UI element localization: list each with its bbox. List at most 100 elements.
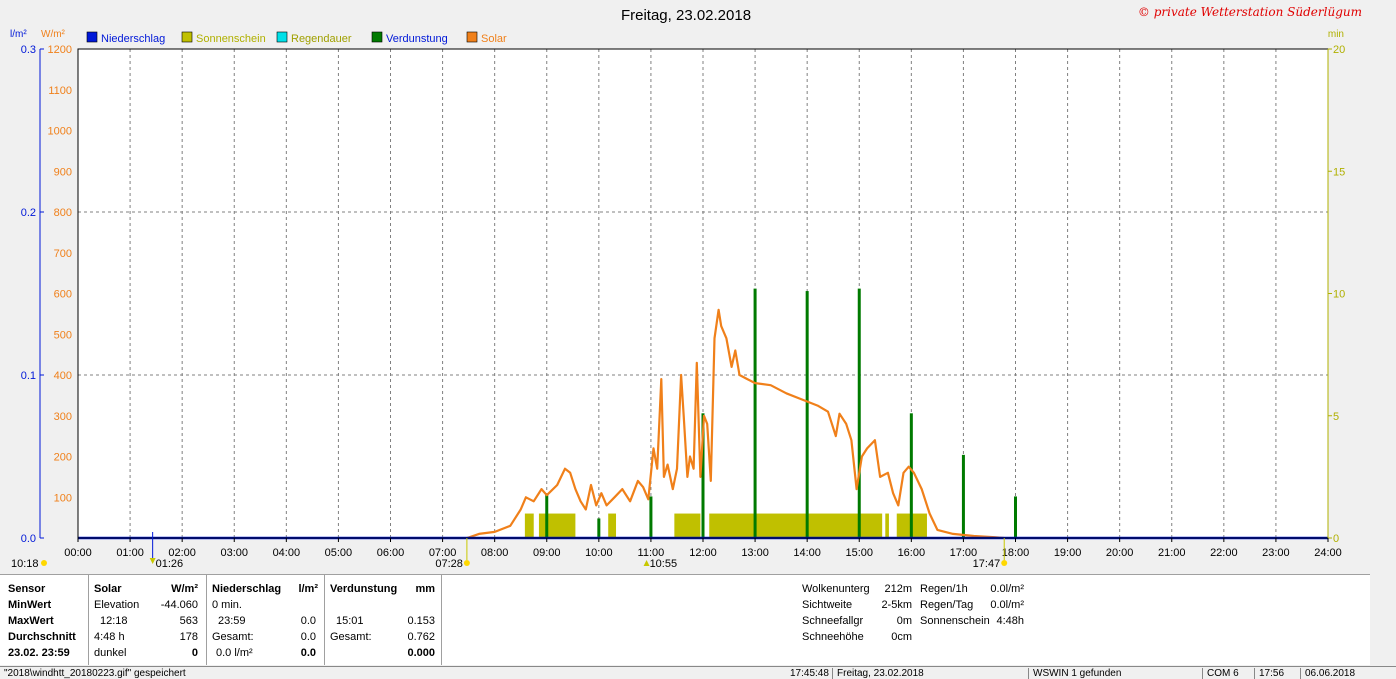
minwert-label: MinWert: [8, 599, 52, 611]
niederschlag-label: Gesamt:: [212, 631, 254, 643]
sunshine-bar: [885, 513, 889, 538]
sunshine-bar: [709, 513, 883, 538]
x-tick-label: 17:00: [950, 547, 978, 559]
evaporation-bar: [545, 493, 549, 538]
solar-label: Elevation: [94, 599, 140, 611]
solar-header: Solar: [94, 583, 122, 595]
solar-tick-label: 1100: [48, 85, 72, 97]
niederschlag-label: 23:59: [218, 615, 246, 627]
evaporation-bar: [857, 288, 861, 538]
status-sys-date: 06.06.2018: [1300, 668, 1395, 679]
niederschlag-label: 0.0 l/m²: [216, 647, 253, 659]
rain-label: Sonnenschein: [920, 615, 990, 627]
verdunstung-label: 15:01: [336, 615, 364, 627]
left-unit-solar: W/m²: [41, 29, 66, 40]
chart-title: Freitag, 23.02.2018: [621, 7, 751, 24]
statistics-panel: Sensor MinWert MaxWert Durchschnitt 23.0…: [0, 574, 1370, 665]
x-tick-label: 03:00: [220, 547, 248, 559]
evaporation-bar: [701, 413, 705, 538]
rain-value: 4:48h: [996, 615, 1024, 627]
maxwert-label: MaxWert: [8, 615, 54, 627]
status-device: WSWIN 1 gefunden: [1028, 668, 1203, 679]
sunshine-bar: [674, 513, 701, 538]
minutes-tick-label: 10: [1333, 289, 1345, 301]
x-tick-label: 20:00: [1106, 547, 1134, 559]
legend-label: Niederschlag: [101, 33, 165, 45]
x-tick-label: 18:00: [1002, 547, 1030, 559]
x-tick-label: 11:00: [638, 547, 665, 559]
moonrise-icon: [149, 558, 156, 564]
solar-column: Solar W/m² Elevation -44.060 12:18 563 4…: [88, 575, 207, 665]
solar-tick-label: 700: [54, 248, 72, 260]
evaporation-bar: [961, 454, 965, 538]
solar-unit: W/m²: [171, 583, 198, 595]
solar-tick-label: 1000: [48, 126, 72, 138]
evaporation-bar: [753, 288, 757, 538]
niederschlag-header: Niederschlag: [212, 583, 282, 595]
niederschlag-unit: l/m²: [298, 583, 318, 595]
niederschlag-value: 0.0: [300, 631, 316, 643]
solar-tick-label: 900: [54, 166, 72, 178]
moonset-icon: [643, 560, 650, 566]
status-bar: "2018\windhtt_20180223.gif" gespeichert …: [0, 666, 1396, 679]
solar-value: -44.060: [160, 599, 198, 611]
sunset-label: 17:47: [973, 558, 1001, 570]
solar-value: 178: [179, 631, 198, 643]
legend-swatch: [86, 31, 98, 43]
solar-series-line: [466, 308, 1005, 540]
x-tick-label: 07:00: [429, 547, 457, 559]
legend-label: Solar: [481, 33, 507, 45]
precip-tick-label: 0.3: [21, 44, 36, 56]
moonrise-label: 01:26: [156, 558, 184, 570]
sunrise-label: 07:28: [435, 558, 463, 570]
status-date: Freitag, 23.02.2018: [832, 668, 1027, 679]
durchschnitt-label: Durchschnitt: [8, 631, 76, 643]
x-tick-label: 23:00: [1262, 547, 1290, 559]
verdunstung-column: Verdunstung mm 15:01 0.153 Gesamt: 0.762…: [324, 575, 442, 665]
left-unit-precip: l/m²: [10, 29, 27, 40]
solar-label: 4:48 h: [94, 631, 125, 643]
x-tick-label: 00:00: [64, 547, 92, 559]
axes: 0.00.10.20.31002003004005006007008009001…: [21, 44, 1346, 559]
x-tick-label: 16:00: [898, 547, 926, 559]
solar-label: 12:18: [100, 615, 128, 627]
grid: [78, 49, 1328, 538]
niederschlag-column: Niederschlag l/m² 0 min. 23:59 0.0 Gesam…: [206, 575, 325, 665]
rain-value: 0.0l/m²: [990, 599, 1024, 611]
precip-tick-label: 0.2: [21, 207, 36, 219]
weather-chart: 0.00.10.20.31002003004005006007008009001…: [10, 5, 1362, 570]
solar-tick-label: 600: [54, 289, 72, 301]
rain-label: Regen/Tag: [920, 599, 974, 611]
x-tick-label: 19:00: [1054, 547, 1082, 559]
legend-swatch: [466, 31, 478, 43]
legend: Niederschlag Sonnenschein Regendauer Verdun…: [86, 31, 507, 45]
x-tick-label: 15:00: [845, 547, 873, 559]
sun-icon: [41, 560, 47, 566]
right-unit-min: min: [1328, 29, 1344, 40]
x-tick-label: 04:00: [273, 547, 301, 559]
x-tick-label: 02:00: [168, 547, 196, 559]
solar-label: dunkel: [94, 647, 127, 659]
rain-value: 0.0l/m²: [990, 583, 1024, 595]
weather-label: Sichtweite: [802, 599, 853, 611]
status-file: "2018\windhtt_20180223.gif" gespeichert: [4, 668, 186, 679]
x-tick-label: 01:00: [116, 547, 144, 559]
solar-tick-label: 500: [54, 329, 72, 341]
solar-tick-label: 100: [54, 492, 72, 504]
x-tick-label: 09:00: [533, 547, 561, 559]
sunset-icon: [1001, 560, 1008, 566]
legend-label: Verdunstung: [386, 33, 448, 45]
status-port: COM 6: [1202, 668, 1247, 679]
sensor-column: Sensor MinWert MaxWert Durchschnitt 23.0…: [0, 575, 89, 665]
sunrise-icon: [463, 560, 470, 566]
legend-swatch: [371, 31, 383, 43]
verdunstung-label: Gesamt:: [330, 631, 372, 643]
minutes-tick-label: 0: [1333, 533, 1339, 545]
verdunstung-unit: mm: [415, 583, 435, 595]
minutes-tick-label: 5: [1333, 411, 1339, 423]
verdunstung-value: 0.153: [407, 615, 435, 627]
sunshine-bar: [538, 513, 576, 538]
solar-value: 563: [179, 615, 198, 627]
weather-value: 0cm: [891, 631, 912, 643]
solar-value: 0: [191, 647, 198, 659]
